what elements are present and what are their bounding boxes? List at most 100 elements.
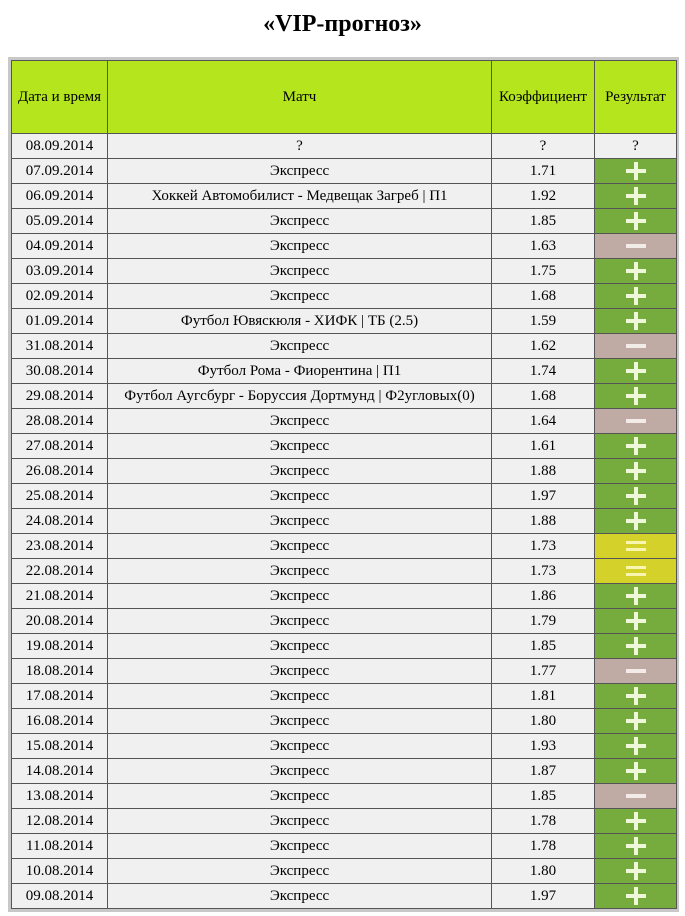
cell-match: Экспресс [107,733,492,759]
cell-coefficient: 1.92 [491,183,595,209]
cell-date: 22.08.2014 [11,558,108,584]
cell-coefficient: 1.85 [491,208,595,234]
cell-date: 05.09.2014 [11,208,108,234]
header-result: Результат [594,60,677,134]
cell-date: 07.09.2014 [11,158,108,184]
cell-result [594,383,677,409]
cell-date: 19.08.2014 [11,633,108,659]
cell-match: Экспресс [107,533,492,559]
cell-date: 01.09.2014 [11,308,108,334]
cell-result [594,733,677,759]
equals-icon [625,537,646,555]
cell-match: Экспресс [107,808,492,834]
plus-icon [625,862,646,880]
cell-match: Футбол Ювяскюля - ХИФК | ТБ (2.5) [107,308,492,334]
cell-match: Футбол Рома - Фиорентина | П1 [107,358,492,384]
cell-coefficient: 1.97 [491,483,595,509]
cell-result [594,233,677,259]
cell-date: 15.08.2014 [11,733,108,759]
cell-result [594,283,677,309]
cell-coefficient: 1.62 [491,333,595,359]
table-row: 24.08.2014 Экспресс 1.88 [11,508,677,534]
cell-date: 02.09.2014 [11,283,108,309]
cell-coefficient: 1.80 [491,708,595,734]
table-row: 02.09.2014 Экспресс 1.68 [11,283,677,309]
cell-coefficient: 1.71 [491,158,595,184]
table-row: 07.09.2014 Экспресс 1.71 [11,158,677,184]
table-row: 28.08.2014 Экспресс 1.64 [11,408,677,434]
cell-coefficient: 1.88 [491,508,595,534]
plus-icon [625,462,646,480]
table-row: 17.08.2014 Экспресс 1.81 [11,683,677,709]
header-match: Матч [107,60,492,134]
cell-match: Экспресс [107,833,492,859]
cell-match: Экспресс [107,483,492,509]
cell-date: 14.08.2014 [11,758,108,784]
cell-date: 25.08.2014 [11,483,108,509]
cell-result [594,858,677,884]
equals-icon [625,562,646,580]
plus-icon [625,587,646,605]
table-row: 11.08.2014 Экспресс 1.78 [11,833,677,859]
cell-date: 06.09.2014 [11,183,108,209]
cell-match: Экспресс [107,783,492,809]
cell-date: 23.08.2014 [11,533,108,559]
cell-date: 18.08.2014 [11,658,108,684]
cell-result [594,183,677,209]
cell-match: Экспресс [107,408,492,434]
cell-match: Экспресс [107,583,492,609]
minus-icon [625,787,646,805]
table-row: 19.08.2014 Экспресс 1.85 [11,633,677,659]
cell-coefficient: 1.68 [491,283,595,309]
cell-match: Экспресс [107,683,492,709]
cell-coefficient: 1.88 [491,458,595,484]
cell-coefficient: 1.78 [491,833,595,859]
cell-date: 27.08.2014 [11,433,108,459]
cell-coefficient: 1.75 [491,258,595,284]
cell-date: 28.08.2014 [11,408,108,434]
table-row: 04.09.2014 Экспресс 1.63 [11,233,677,259]
plus-icon [625,762,646,780]
page-title: «VIP-прогноз» [263,11,422,37]
plus-icon [625,887,646,905]
plus-icon [625,812,646,830]
cell-coefficient: 1.63 [491,233,595,259]
plus-icon [625,712,646,730]
forecast-table: Дата и время Матч Коэффициент Результат … [11,60,677,909]
cell-result [594,508,677,534]
cell-result [594,833,677,859]
table-row: 16.08.2014 Экспресс 1.80 [11,708,677,734]
plus-icon [625,437,646,455]
cell-coefficient: 1.64 [491,408,595,434]
cell-coefficient: 1.85 [491,783,595,809]
plus-icon [625,612,646,630]
cell-result [594,433,677,459]
cell-coefficient: 1.59 [491,308,595,334]
cell-match: Экспресс [107,283,492,309]
table-row: 26.08.2014 Экспресс 1.88 [11,458,677,484]
cell-date: 17.08.2014 [11,683,108,709]
cell-match: Хоккей Автомобилист - Медвещак Загреб | … [107,183,492,209]
cell-result [594,333,677,359]
cell-result [594,808,677,834]
cell-date: 30.08.2014 [11,358,108,384]
cell-result [594,683,677,709]
cell-date: 09.08.2014 [11,883,108,909]
cell-date: 20.08.2014 [11,608,108,634]
table-row: 27.08.2014 Экспресс 1.61 [11,433,677,459]
cell-result [594,708,677,734]
cell-date: 21.08.2014 [11,583,108,609]
cell-match: ? [107,133,492,159]
table-row: 13.08.2014 Экспресс 1.85 [11,783,677,809]
cell-date: 16.08.2014 [11,708,108,734]
cell-coefficient: 1.73 [491,558,595,584]
cell-date: 26.08.2014 [11,458,108,484]
cell-date: 04.09.2014 [11,233,108,259]
cell-date: 13.08.2014 [11,783,108,809]
plus-icon [625,737,646,755]
cell-date: 08.09.2014 [11,133,108,159]
minus-icon [625,412,646,430]
cell-match: Экспресс [107,858,492,884]
table-row: 12.08.2014 Экспресс 1.78 [11,808,677,834]
cell-result [594,658,677,684]
